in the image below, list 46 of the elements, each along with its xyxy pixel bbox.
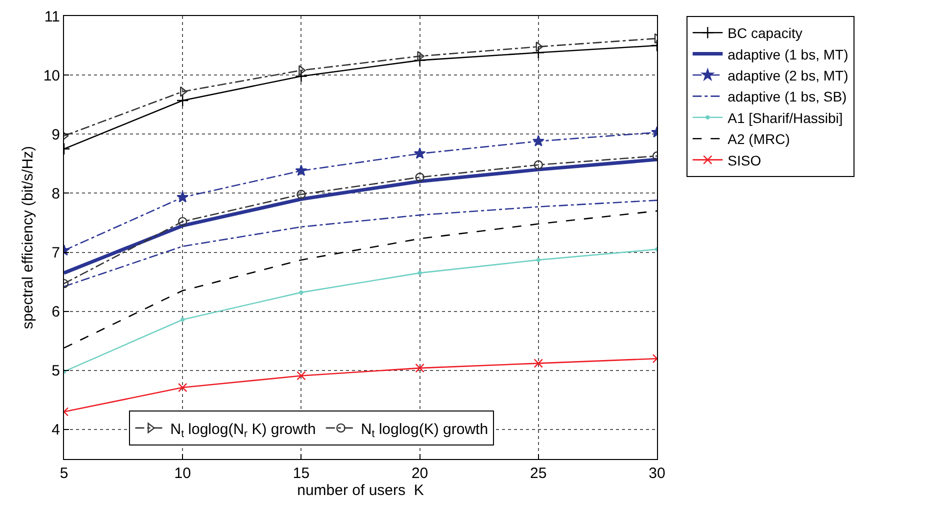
y-axis-title: spectral efficiency (bit/s/Hz): [20, 146, 37, 330]
x-tick-label: 15: [292, 465, 310, 482]
point: [414, 54, 426, 66]
x-tick-label: 20: [411, 465, 428, 482]
point: [178, 382, 188, 392]
y-tick-label: 6: [52, 304, 60, 321]
legend-label: adaptive (2 bs, MT): [728, 67, 848, 84]
legend-label: A1 [Sharif/Hassibi]: [728, 110, 843, 126]
legend-label: adaptive (1 bs, SB): [728, 88, 847, 105]
y-tick-label: 9: [52, 126, 60, 144]
legend-label: N$_{t}$ loglog(K) growth: [360, 420, 488, 440]
point: [299, 290, 304, 295]
y-tick-label: 8: [52, 185, 60, 202]
point: [532, 135, 544, 146]
point: [414, 147, 426, 159]
y-tick-label: 11: [44, 8, 60, 26]
point: [295, 164, 308, 176]
point: [415, 172, 424, 182]
point: [176, 94, 189, 107]
x-tick-label: 30: [648, 465, 666, 482]
x-tick-label: 10: [174, 465, 191, 482]
point: [415, 363, 424, 373]
point: [536, 258, 540, 262]
y-tick-label: 10: [43, 67, 60, 84]
y-tick-label: 5: [52, 362, 60, 380]
legend-label: A2 (MRC): [728, 131, 790, 148]
point: [534, 358, 543, 368]
point: [178, 216, 188, 226]
x-axis-title: number of users K: [297, 482, 424, 499]
point: [532, 46, 545, 59]
x-tick-label: 25: [530, 465, 547, 482]
point: [295, 70, 308, 82]
point: [418, 270, 422, 276]
y-tick-label: 4: [52, 422, 60, 439]
point: [176, 191, 189, 202]
y-tick-label: 7: [52, 244, 60, 262]
line-series: [64, 200, 657, 288]
legend-label: BC capacity: [728, 25, 802, 42]
point: [180, 318, 185, 322]
line-series: [64, 247, 657, 374]
point: [534, 160, 543, 170]
legend-label: adaptive (1 bs, MT): [728, 46, 848, 62]
legend-label: SISO: [728, 152, 762, 168]
legend-label: N$_{t}$ loglog(N$_{r}$ K) growth: [170, 420, 316, 440]
point: [296, 190, 306, 199]
point: [296, 371, 306, 380]
